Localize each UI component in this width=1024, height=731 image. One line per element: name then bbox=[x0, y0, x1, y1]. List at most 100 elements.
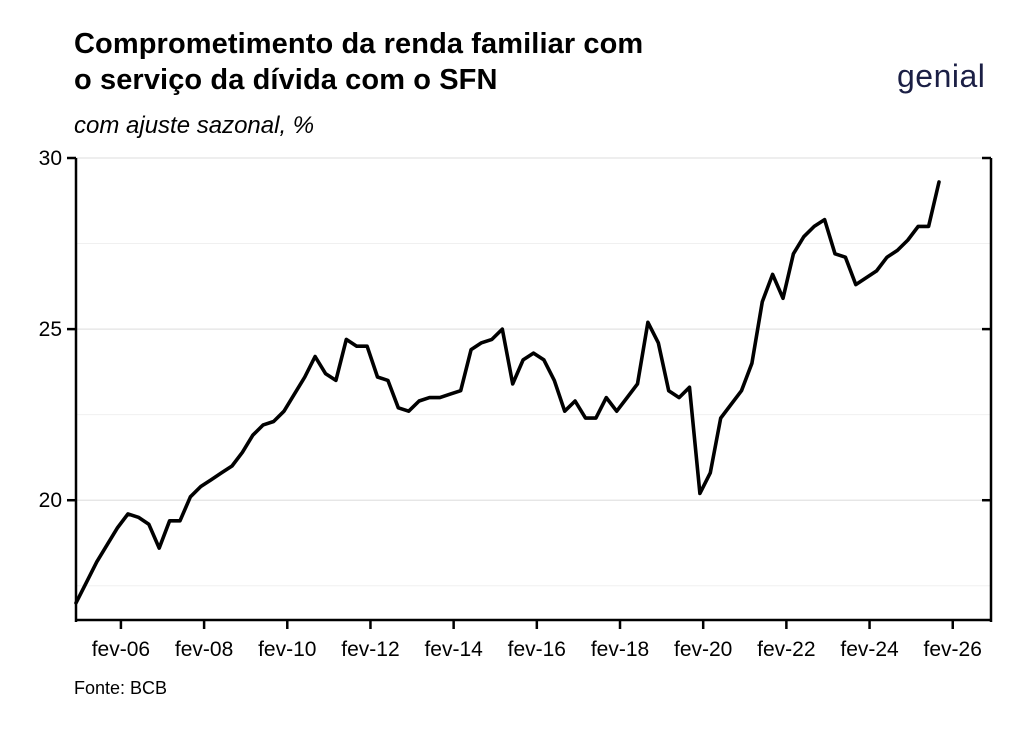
data-point bbox=[563, 410, 566, 413]
data-point bbox=[313, 355, 317, 358]
data-point bbox=[542, 358, 546, 362]
source-note: Fonte: BCB bbox=[74, 678, 168, 698]
data-point bbox=[480, 341, 483, 344]
x-tick-label: fev-08 bbox=[175, 638, 233, 661]
data-point bbox=[209, 478, 213, 481]
data-point bbox=[605, 396, 608, 399]
data-point bbox=[355, 345, 358, 348]
data-point bbox=[573, 399, 577, 403]
data-point bbox=[532, 351, 535, 355]
data-point bbox=[698, 492, 702, 495]
x-tick-label: fev-26 bbox=[924, 638, 982, 661]
data-point bbox=[521, 358, 525, 362]
chart-title: Comprometimento da renda familiar com o … bbox=[74, 26, 643, 98]
data-point bbox=[459, 389, 462, 392]
data-point bbox=[657, 341, 660, 344]
data-point bbox=[729, 403, 733, 406]
data-point bbox=[376, 375, 379, 379]
data-point bbox=[386, 379, 390, 382]
data-point bbox=[781, 297, 785, 300]
data-point bbox=[833, 252, 837, 256]
data-point bbox=[438, 396, 442, 399]
data-point bbox=[813, 225, 816, 228]
chart-subtitle: com ajuste sazonal, % bbox=[74, 112, 315, 139]
x-tick-label: fev-14 bbox=[424, 638, 483, 661]
data-point bbox=[407, 410, 410, 413]
data-point bbox=[917, 225, 920, 228]
data-point bbox=[116, 526, 119, 529]
data-point bbox=[137, 516, 140, 519]
x-tick-label: fev-16 bbox=[508, 638, 566, 661]
data-point bbox=[272, 420, 275, 423]
data-point bbox=[865, 276, 868, 279]
data-point bbox=[625, 396, 629, 399]
data-point bbox=[906, 238, 910, 242]
data-point bbox=[927, 225, 930, 228]
data-point bbox=[823, 218, 826, 221]
data-point bbox=[178, 519, 182, 522]
data-point bbox=[261, 423, 265, 427]
data-point bbox=[230, 464, 234, 468]
y-tick-label: 30 bbox=[39, 147, 62, 170]
data-point bbox=[189, 495, 192, 498]
y-tick-label: 25 bbox=[39, 318, 62, 341]
x-tick-label: fev-18 bbox=[591, 638, 649, 661]
data-point bbox=[74, 601, 78, 605]
data-point bbox=[397, 406, 400, 410]
data-point bbox=[345, 338, 348, 341]
data-point bbox=[490, 338, 494, 341]
data-point bbox=[282, 410, 286, 413]
data-point bbox=[293, 392, 296, 396]
x-tick-label: fev-12 bbox=[341, 638, 399, 661]
data-point bbox=[95, 560, 98, 564]
data-point bbox=[417, 399, 421, 403]
data-point bbox=[792, 252, 795, 256]
data-point bbox=[885, 256, 889, 259]
genial-logo: genial bbox=[897, 58, 986, 94]
data-point bbox=[324, 372, 327, 375]
series-line bbox=[74, 180, 941, 605]
y-tick-label: 20 bbox=[39, 489, 62, 512]
data-point bbox=[511, 382, 514, 386]
data-point bbox=[584, 416, 587, 420]
data-point bbox=[875, 269, 878, 273]
data-point bbox=[761, 300, 764, 303]
data-point bbox=[771, 273, 774, 276]
x-tick-label: fev-06 bbox=[92, 638, 150, 661]
data-point bbox=[553, 379, 556, 382]
data-point bbox=[251, 434, 254, 437]
data-point bbox=[667, 389, 670, 392]
chart-title-line-2: o serviço da dívida com o SFN bbox=[74, 64, 498, 96]
data-point bbox=[428, 396, 431, 399]
data-point bbox=[303, 375, 306, 379]
x-tick-label: fev-22 bbox=[757, 638, 815, 661]
x-tick-label: fev-10 bbox=[258, 638, 316, 661]
data-point bbox=[646, 321, 650, 324]
data-point bbox=[844, 256, 847, 259]
data-point bbox=[636, 382, 639, 386]
data-point bbox=[688, 386, 691, 389]
data-point bbox=[615, 410, 618, 413]
data-point bbox=[740, 389, 743, 392]
data-point bbox=[85, 581, 88, 584]
data-point bbox=[241, 451, 244, 454]
data-point bbox=[220, 471, 223, 475]
data-point bbox=[802, 235, 806, 238]
data-point bbox=[334, 379, 338, 382]
data-point bbox=[854, 283, 858, 286]
data-point bbox=[157, 546, 161, 550]
data-point bbox=[750, 362, 754, 365]
data-point bbox=[469, 348, 473, 351]
data-point bbox=[449, 392, 452, 396]
data-point bbox=[199, 485, 202, 488]
x-tick-label: fev-20 bbox=[674, 638, 732, 661]
data-point bbox=[677, 396, 681, 399]
data-point bbox=[709, 471, 712, 475]
data-point bbox=[126, 512, 130, 516]
data-point bbox=[501, 327, 504, 331]
chart-title-line-1: Comprometimento da renda familiar com bbox=[74, 28, 644, 60]
data-point bbox=[147, 522, 150, 526]
x-tick-label: fev-24 bbox=[840, 638, 899, 661]
data-point bbox=[105, 543, 109, 546]
